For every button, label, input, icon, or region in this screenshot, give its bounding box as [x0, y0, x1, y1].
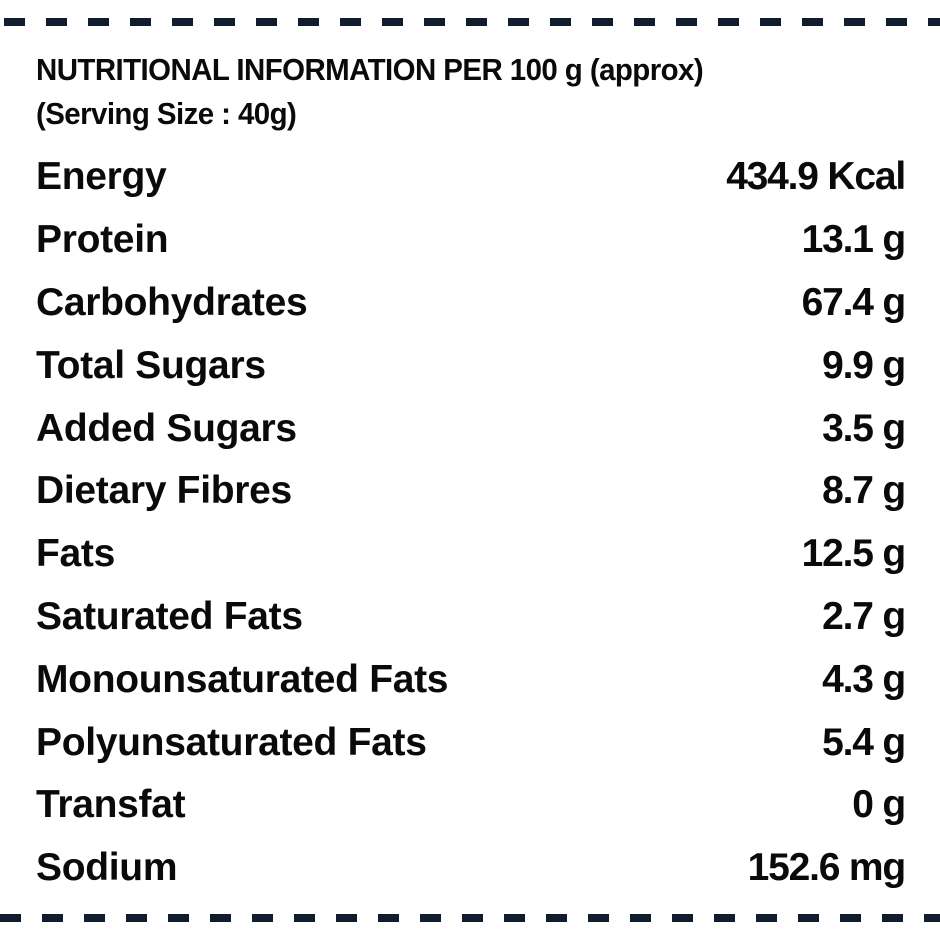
nutrient-row-total-sugars: Total Sugars 9.9 g — [36, 334, 906, 397]
nutrient-label: Transfat — [36, 783, 186, 827]
nutrient-value: 434.9 Kcal — [726, 155, 906, 199]
nutrient-label: Polyunsaturated Fats — [36, 720, 427, 764]
nutrient-label: Dietary Fibres — [36, 469, 292, 513]
nutrient-label: Fats — [36, 532, 115, 576]
nutrient-value: 4.3 g — [822, 657, 906, 701]
nutrient-label: Added Sugars — [36, 406, 297, 450]
nutrient-row-monounsaturated-fats: Monounsaturated Fats 4.3 g — [36, 648, 906, 711]
nutrient-label: Monounsaturated Fats — [36, 657, 449, 701]
nutrient-value: 2.7 g — [822, 594, 906, 638]
nutrient-row-fats: Fats 12.5 g — [36, 523, 907, 586]
nutrient-row-saturated-fats: Saturated Fats 2.7 g — [36, 586, 906, 649]
nutrient-row-dietary-fibres: Dietary Fibres 8.7 g — [36, 460, 906, 523]
top-dashed-divider — [0, 18, 940, 26]
nutrient-row-energy: Energy 434.9 Kcal — [36, 146, 906, 209]
nutrient-label: Sodium — [36, 846, 178, 890]
nutrient-label: Energy — [36, 155, 167, 199]
nutrient-value: 152.6 mg — [747, 846, 907, 890]
nutrient-label: Total Sugars — [36, 343, 266, 387]
nutrient-value: 13.1 g — [801, 218, 907, 262]
nutrient-value: 3.5 g — [822, 406, 906, 450]
nutrient-row-carbohydrates: Carbohydrates 67.4 g — [36, 272, 907, 335]
nutrient-label: Protein — [36, 218, 169, 262]
nutrient-label: Carbohydrates — [36, 280, 308, 324]
nutrient-row-polyunsaturated-fats: Polyunsaturated Fats 5.4 g — [36, 711, 906, 774]
bottom-dashed-divider — [0, 914, 940, 922]
nutrient-row-added-sugars: Added Sugars 3.5 g — [36, 397, 906, 460]
serving-size: (Serving Size : 40g) — [36, 96, 297, 131]
nutrient-row-transfat: Transfat 0 g — [36, 774, 906, 837]
nutrition-heading: NUTRITIONAL INFORMATION PER 100 g (appro… — [36, 48, 872, 136]
nutrient-label: Saturated Fats — [36, 594, 303, 638]
nutrient-row-protein: Protein 13.1 g — [36, 209, 907, 272]
nutrient-value: 9.9 g — [822, 343, 906, 387]
nutrient-row-sodium: Sodium 152.6 mg — [36, 837, 907, 900]
nutrient-value: 5.4 g — [822, 720, 906, 764]
nutrient-value: 12.5 g — [801, 532, 907, 576]
nutrient-value: 0 g — [852, 783, 906, 827]
nutrient-table: Energy 434.9 Kcal Protein 13.1 g Carbohy… — [36, 146, 907, 900]
nutrient-value: 8.7 g — [822, 469, 906, 513]
nutrient-value: 67.4 g — [801, 280, 907, 324]
nutrition-title: NUTRITIONAL INFORMATION PER 100 g (appro… — [36, 52, 704, 87]
